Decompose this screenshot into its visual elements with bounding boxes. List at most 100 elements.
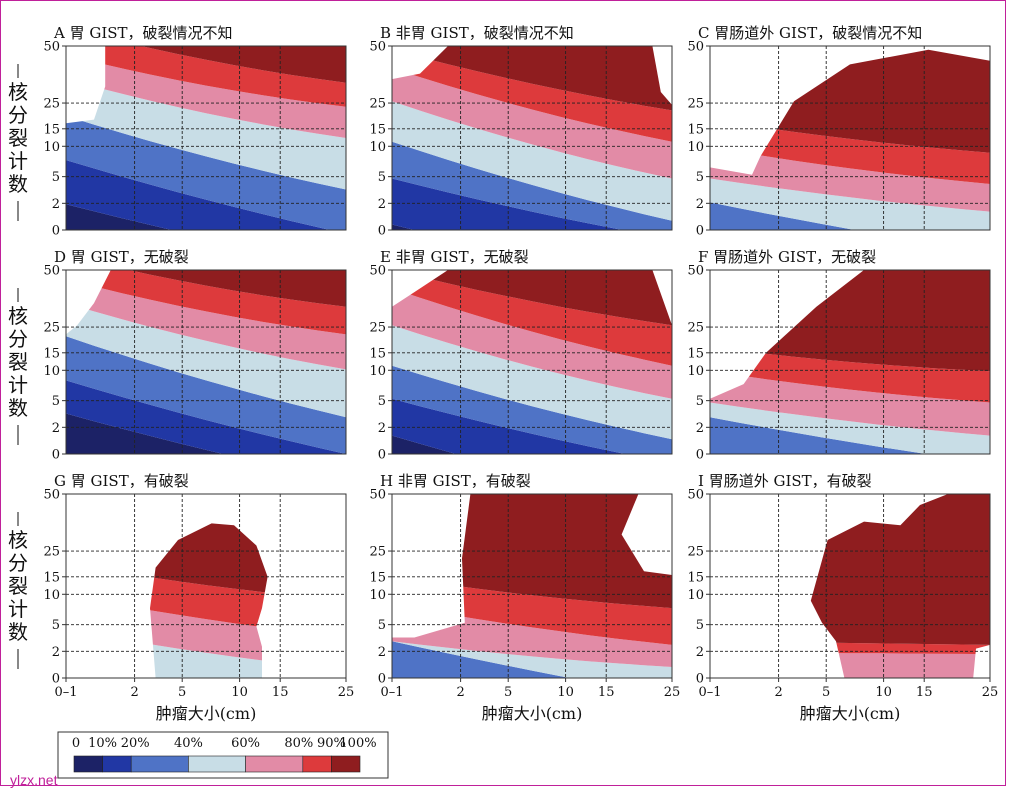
y-tick-label: 25: [43, 97, 60, 112]
y-tick-label: 25: [687, 321, 704, 336]
contour-band-4: [66, 55, 346, 139]
x-tick-label: 25: [982, 685, 999, 700]
y-tick-label: 0: [696, 448, 704, 463]
panel-title: B 非胃 GIST，破裂情况不知: [380, 24, 574, 42]
contour-band-3: [392, 101, 672, 221]
blank-region: [392, 46, 448, 80]
colorbar-tick-label: 20%: [121, 736, 150, 751]
contour-band-2: [392, 641, 571, 678]
contour-band-2: [392, 365, 672, 454]
contour-band-0: [392, 224, 415, 230]
panel-title: E 非胃 GIST，无破裂: [380, 248, 529, 266]
colorbar-bin-4: [245, 755, 304, 773]
y-tick-label: 10: [687, 364, 704, 379]
y-tick-label: 2: [696, 421, 704, 436]
y-tick-label: 50: [687, 488, 704, 503]
contour-band-2: [66, 336, 346, 454]
panel-border: [391, 269, 673, 455]
blank-region: [392, 270, 448, 307]
y-tick-label: 2: [378, 421, 386, 436]
contour-band-5: [66, 46, 346, 107]
panel-border: [65, 493, 347, 679]
blank-region-right: [652, 46, 672, 105]
y-tick-label: 0: [378, 224, 386, 239]
y-tick-label: 0: [52, 448, 60, 463]
y-tick-label: 50: [687, 40, 704, 55]
blank-region: [710, 46, 990, 175]
contour-band-5: [392, 49, 672, 142]
y-tick-label: 10: [369, 140, 386, 155]
y-tick-label: 0: [696, 224, 704, 239]
contour-band-4: [392, 288, 672, 399]
x-tick-label: 0–1: [380, 685, 403, 700]
y-tick-label: 5: [52, 618, 60, 633]
y-axis-label-char: 裂: [8, 574, 28, 598]
x-tick-label: 5: [178, 685, 186, 700]
colorbar-tick-label: 100%: [339, 736, 376, 751]
contour-band-5: [66, 270, 346, 335]
y-axis-label-char: 分: [8, 551, 28, 575]
y-tick-label: 25: [369, 321, 386, 336]
x-axis-label: 肿瘤大小(cm): [482, 704, 583, 723]
y-tick-label: 25: [369, 97, 386, 112]
x-tick-label: 10: [875, 685, 892, 700]
contour-band-5: [710, 347, 990, 403]
y-tick-label: 15: [687, 570, 704, 585]
contour-band-0: [66, 413, 224, 454]
y-tick-label: 2: [52, 645, 60, 660]
contour-band-2: [66, 115, 346, 230]
x-tick-label: 15: [916, 685, 933, 700]
contour-band-4: [710, 371, 990, 436]
y-tick-label: 5: [696, 170, 704, 185]
colorbar-tick-label: 40%: [174, 736, 203, 751]
contour-band-2: [710, 202, 856, 230]
colorbar-bin-2: [130, 755, 189, 773]
contour-band-3: [66, 303, 346, 418]
y-tick-label: 15: [43, 122, 60, 137]
y-tick-label: 10: [43, 364, 60, 379]
colorbar-bin-3: [188, 755, 246, 773]
y-tick-label: 25: [687, 545, 704, 560]
y-tick-label: 10: [369, 588, 386, 603]
y-axis-label-char: 数: [8, 396, 28, 420]
panel-border: [391, 45, 673, 231]
panel-title: F 胃肠道外 GIST，无破裂: [698, 248, 876, 266]
colorbar-bin-0: [73, 755, 103, 773]
y-tick-label: 5: [378, 170, 386, 185]
y-tick-label: 2: [696, 197, 704, 212]
contour-band-0: [392, 435, 456, 454]
y-tick-label: 2: [378, 645, 386, 660]
blank-region: [710, 270, 864, 399]
y-axis-label-char: 核: [8, 304, 28, 328]
x-tick-label: 5: [504, 685, 512, 700]
y-tick-label: 10: [687, 140, 704, 155]
x-tick-label: 25: [664, 685, 681, 700]
y-tick-label: 5: [378, 618, 386, 633]
y-tick-label: 5: [378, 394, 386, 409]
x-tick-label: 2: [130, 685, 138, 700]
y-tick-label: 50: [43, 40, 60, 55]
y-tick-label: 2: [52, 197, 60, 212]
colorbar-bin-1: [102, 755, 132, 773]
contour-band-4: [150, 595, 268, 671]
y-axis-label-char: 核: [8, 80, 28, 104]
panel-border: [65, 45, 347, 231]
colorbar-tick-label: 0: [72, 736, 80, 751]
panel-title: C 胃肠道外 GIST，破裂情况不知: [698, 24, 922, 42]
y-axis-label-char: 裂: [8, 126, 28, 150]
y-tick-label: 10: [43, 140, 60, 155]
contour-band-4: [392, 68, 672, 179]
contour-band-3: [710, 733, 990, 751]
y-tick-label: 2: [52, 421, 60, 436]
y-tick-label: 2: [378, 197, 386, 212]
y-tick-label: 0: [696, 672, 704, 687]
